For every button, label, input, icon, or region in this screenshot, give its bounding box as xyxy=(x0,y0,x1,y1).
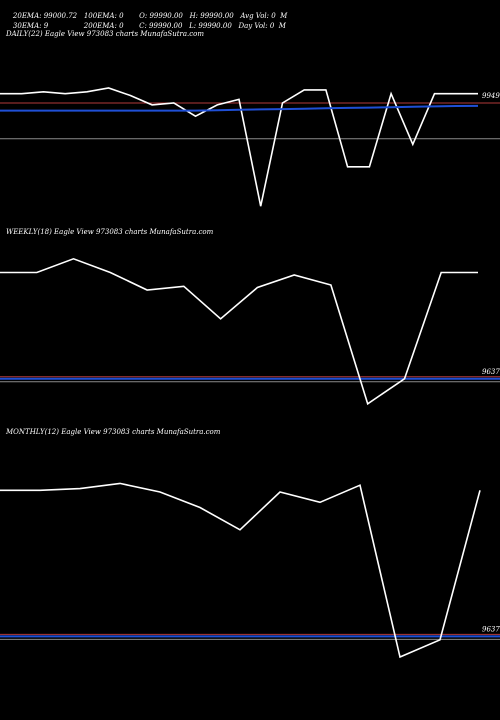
monthly-price-line xyxy=(0,482,481,659)
open-readout: O: 99990.00 xyxy=(139,12,183,20)
low-readout: L: 99990.00 xyxy=(189,22,232,30)
ema200-readout: 200EMA: 0 xyxy=(83,22,124,30)
monthly-chart-title: MONTHLY(12) Eagle View 973083 charts Mun… xyxy=(5,428,221,436)
daily-chart-title: DAILY(22) Eagle View 973083 charts Munaf… xyxy=(5,30,204,38)
weekly-price-line xyxy=(0,257,478,406)
header-row-1: 20EMA: 99000.72 100EMA: 0 O: 99990.00 H:… xyxy=(4,3,287,30)
weekly-price-label: 9637 xyxy=(482,368,500,376)
daily-price-line xyxy=(0,87,478,207)
close-readout: C: 99990.00 xyxy=(139,22,183,30)
high-readout: H: 99990.00 xyxy=(189,12,234,20)
ema100-readout: 100EMA: 0 xyxy=(83,12,124,20)
daily-price-label: 9949 xyxy=(482,92,500,100)
day-vol-readout: Day Vol: 0 M xyxy=(238,22,286,30)
avg-vol-readout: Avg Vol: 0 M xyxy=(240,12,288,20)
ema20-readout: 20EMA: 99000.72 xyxy=(12,12,78,20)
weekly-chart-title: WEEKLY(18) Eagle View 973083 charts Muna… xyxy=(6,228,214,236)
ema30-readout: 30EMA: 9 xyxy=(12,22,49,30)
monthly-price-label: 9637 xyxy=(482,625,500,633)
daily-ema-line xyxy=(0,104,479,112)
header-row-2: 30EMA: 9 200EMA: 0 C: 99990.00 L: 99990.… xyxy=(4,13,286,40)
